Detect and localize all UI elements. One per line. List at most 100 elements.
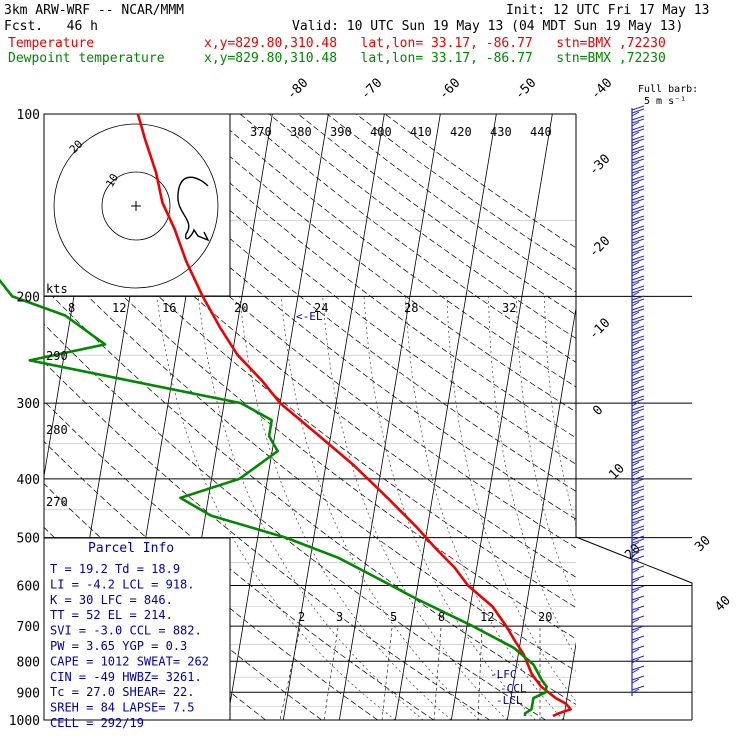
wind-barb (631, 395, 645, 407)
wind-barb (631, 225, 645, 237)
moist-adiabat (363, 296, 536, 720)
isotherm (450, 114, 553, 720)
dry-adiabat (44, 361, 490, 720)
wind-barb (631, 205, 645, 217)
moist-adiabat (197, 296, 424, 720)
isotherm (675, 114, 740, 720)
moist-adiabat (239, 296, 452, 720)
wind-barb (631, 345, 645, 357)
wind-barb (631, 625, 645, 634)
wind-barb (631, 275, 645, 287)
wind-barb (631, 165, 645, 177)
wind-barb (631, 325, 645, 337)
wind-barb (631, 635, 645, 644)
wind-barb (631, 445, 645, 457)
parcel-row: SREH = 84 LAPSE= 7.5 (50, 701, 195, 715)
mixing-ratio-line (433, 627, 442, 721)
hodograph-trace (177, 176, 210, 242)
mixing-ratio-line (381, 627, 393, 721)
theta-label: 280 (46, 423, 68, 437)
parcel-row: PW = 3.65 YGP = 0.3 (50, 639, 187, 653)
isotherm-label: -50 (512, 76, 539, 103)
moist-adiabat (487, 296, 576, 658)
wind-barb (631, 605, 645, 614)
pressure-label: 500 (17, 532, 40, 547)
wind-barb (631, 335, 645, 347)
wind-barb (631, 365, 645, 377)
wind-barb (631, 235, 645, 247)
wind-barb (631, 475, 645, 487)
wind-barb (631, 355, 645, 367)
wind-barb (631, 655, 645, 664)
mixing-ratio-label: 12 (480, 610, 494, 624)
parcel-row: CAPE = 1012 SWEAT= 262 (50, 654, 209, 668)
wind-barb (631, 375, 645, 387)
wind-barb (631, 195, 645, 207)
dry-adiabat (239, 114, 576, 363)
isotherm (338, 114, 441, 720)
dewpoint-location: x,y=829.80,310.48 lat,lon= 33.17, -86.77… (204, 51, 666, 66)
theta-label: 390 (330, 125, 352, 139)
wind-barb (631, 115, 645, 127)
parcel-row: T = 19.2 Td = 18.9 (50, 562, 180, 576)
wind-barb (631, 575, 645, 584)
mixing-ratio-label: 8 (438, 610, 445, 624)
wind-barb (631, 135, 645, 147)
pressure-label: 300 (17, 397, 40, 412)
hodograph-speed-label: 24 (314, 301, 328, 315)
isotherm-label: 40 (712, 593, 734, 615)
isotherm (226, 114, 329, 720)
wind-barb (631, 505, 645, 517)
wind-barb (631, 215, 645, 227)
wind-barb (631, 155, 645, 167)
dry-adiabat (181, 114, 576, 413)
lcl-label: -LCL (496, 694, 523, 707)
dry-adiabat (326, 114, 576, 293)
mixing-ratio-label: 3 (336, 610, 343, 624)
isotherm-label: -60 (436, 76, 463, 103)
wind-barb (631, 675, 645, 684)
wind-barb (631, 265, 645, 277)
parcel-row: SVI = -3.0 CCL = 882. (50, 624, 202, 638)
wind-barb (631, 245, 645, 257)
dewpoint-legend: Dewpoint temperature (8, 51, 165, 66)
theta-label: 380 (290, 125, 312, 139)
dry-adiabat (44, 251, 576, 672)
pressure-label: 100 (17, 108, 40, 123)
wind-barb (631, 545, 645, 557)
hodograph-speed-label: 16 (162, 301, 176, 315)
moist-adiabat (515, 296, 576, 603)
mixing-ratio-line (279, 627, 301, 721)
ccl-label: -CCL (500, 682, 527, 695)
barb-legend-value: 5 m s⁻¹ (644, 96, 686, 107)
isotherm (506, 305, 576, 720)
wind-barb (631, 515, 645, 527)
isotherm (394, 114, 497, 720)
wind-barb (631, 105, 645, 117)
isotherm-label: -40 (588, 76, 615, 103)
moist-adiabat (405, 296, 564, 720)
forecast-hour: Fcst. 46 h (4, 19, 98, 34)
dry-adiabat (65, 114, 576, 520)
dry-adiabat (44, 217, 576, 640)
theta-label: 410 (410, 125, 432, 139)
wind-barb (631, 415, 645, 427)
wind-barb (631, 565, 645, 574)
pressure-label: 900 (17, 686, 40, 701)
parcel-title: Parcel Info (88, 541, 174, 556)
wind-barb (631, 255, 645, 267)
hodograph-ring (53, 123, 219, 289)
parcel-row: CELL = 292/19 (50, 716, 144, 730)
moist-adiabat (446, 296, 576, 702)
isotherm-label: -80 (284, 76, 311, 103)
wind-barb (631, 495, 645, 507)
dry-adiabat (152, 114, 576, 439)
parcel-row: K = 30 LFC = 846. (50, 593, 173, 607)
parcel-row: TT = 52 EL = 214. (50, 608, 173, 622)
mixing-ratio-label: 20 (538, 610, 552, 624)
parcel-row: CIN = -49 HWBZ= 3261. (50, 670, 202, 684)
wind-barb (631, 685, 645, 694)
mixing-ratio-line (323, 627, 339, 721)
